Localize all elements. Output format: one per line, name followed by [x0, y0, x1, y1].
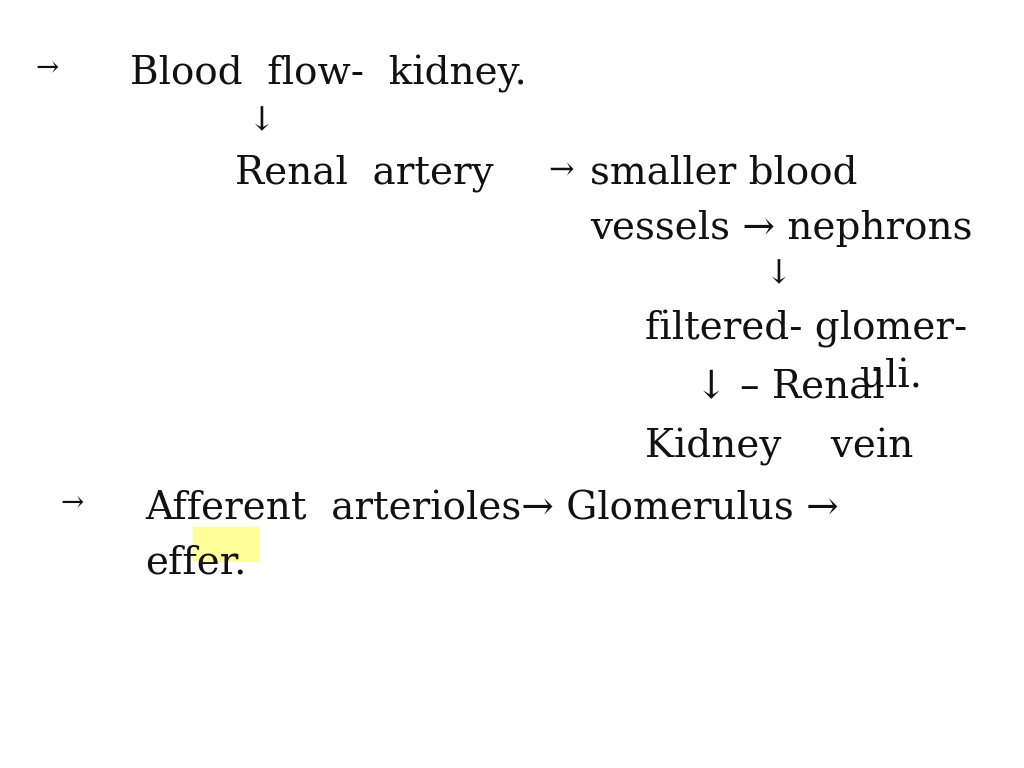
Text: →: → [35, 55, 58, 82]
Text: filtered- glomer-: filtered- glomer- [645, 310, 968, 348]
Text: ↓ – Renal: ↓ – Renal [695, 368, 885, 405]
Text: ↓: ↓ [248, 105, 276, 137]
Text: →: → [60, 490, 83, 517]
Text: Afferent  arterioles→ Glomerulus →: Afferent arterioles→ Glomerulus → [145, 490, 839, 527]
Text: ↓: ↓ [765, 258, 793, 290]
Text: →: → [548, 155, 573, 186]
Text: uli.: uli. [860, 358, 922, 395]
Text: vessels → nephrons: vessels → nephrons [590, 210, 973, 247]
Text: smaller blood: smaller blood [590, 155, 857, 192]
FancyBboxPatch shape [193, 527, 260, 562]
Text: Blood  flow-  kidney.: Blood flow- kidney. [130, 55, 526, 93]
Text: Renal  artery: Renal artery [234, 155, 494, 193]
Text: effer.: effer. [145, 545, 247, 582]
Text: Kidney    vein: Kidney vein [645, 428, 913, 466]
